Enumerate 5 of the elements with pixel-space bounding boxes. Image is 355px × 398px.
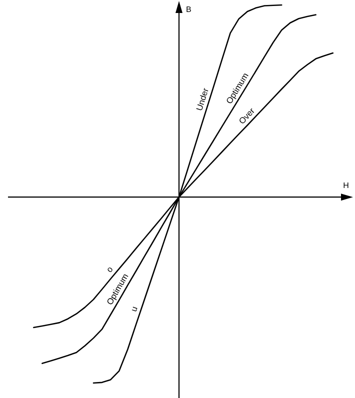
annotation: o	[104, 264, 116, 274]
text: Under	[194, 86, 211, 112]
y-axis-title: B	[186, 5, 192, 14]
x-axis-title: H	[343, 181, 350, 190]
annotation: u	[128, 304, 140, 313]
